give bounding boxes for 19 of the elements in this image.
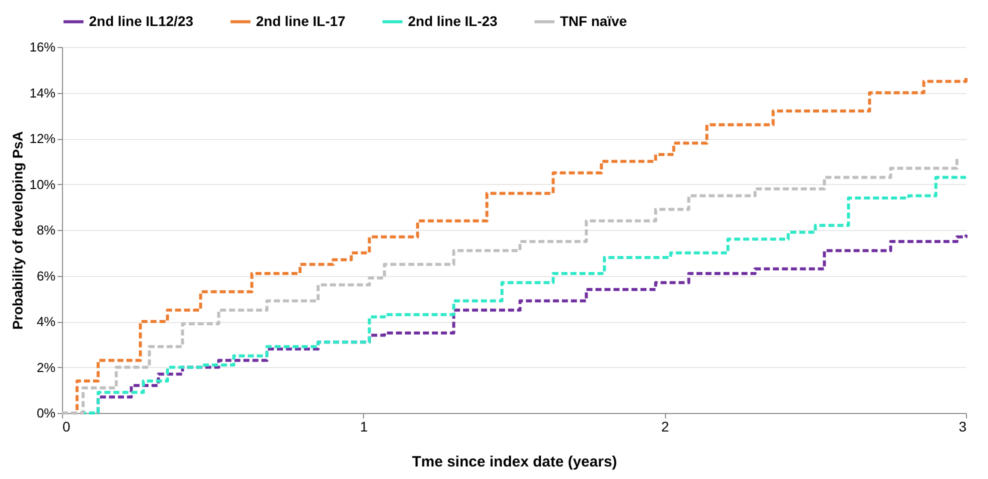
y-tick-label: 16% <box>29 40 56 54</box>
legend-label: 2nd line IL-23 <box>408 12 498 29</box>
x-tick-label: 3 <box>958 418 967 434</box>
y-axis-title: Probability of developing PsA <box>9 131 26 330</box>
y-tick-label: 8% <box>36 222 56 238</box>
y-tick-label: 0% <box>36 406 56 420</box>
y-tick-label: 4% <box>36 314 56 329</box>
x-axis-title: Tme since index date (years) <box>412 454 618 470</box>
x-tick-label: 2 <box>661 418 670 434</box>
legend-label: 2nd line IL-17 <box>256 12 346 29</box>
y-tick-label: 14% <box>29 85 56 100</box>
legend-label: 2nd line IL12/23 <box>89 12 194 29</box>
y-tick-label: 2% <box>36 360 56 375</box>
y-tick-label: 12% <box>29 131 56 146</box>
y-tick-label: 10% <box>29 176 56 192</box>
y-tick-label: 6% <box>36 268 56 284</box>
x-tick-label: 0 <box>62 418 70 434</box>
x-tick-label: 1 <box>360 418 368 434</box>
legend-label: TNF naïve <box>560 12 628 29</box>
